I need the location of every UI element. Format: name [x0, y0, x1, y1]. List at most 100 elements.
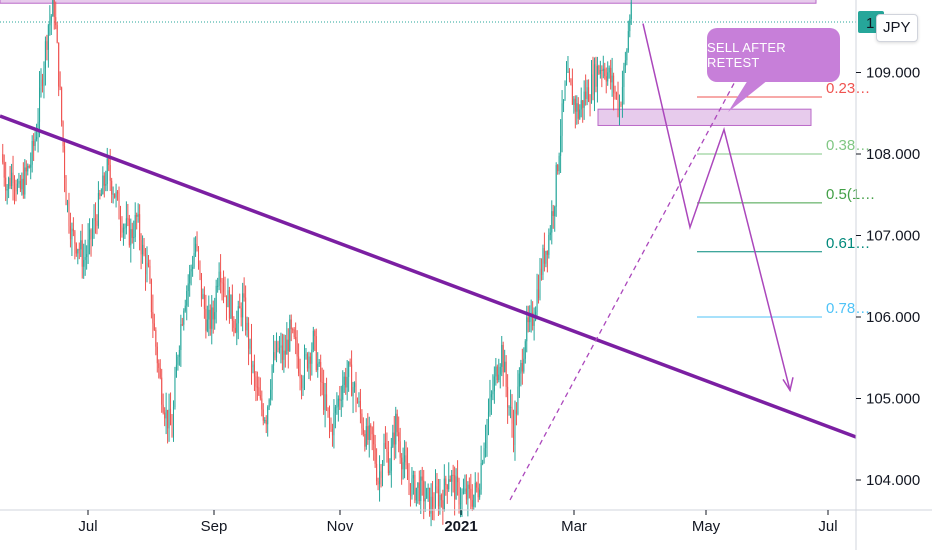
- candle-body: [605, 76, 607, 82]
- candle-body: [36, 137, 38, 140]
- candle-body: [303, 354, 306, 381]
- candle-body: [352, 387, 354, 397]
- time-tick-label: 2021: [444, 518, 477, 535]
- candle-body: [449, 479, 451, 482]
- candle-body: [465, 488, 467, 500]
- candle-body: [258, 387, 260, 396]
- candle-body: [539, 268, 541, 299]
- candle-body: [418, 482, 420, 502]
- candle-body: [356, 402, 358, 404]
- candle-body: [280, 345, 282, 348]
- candle-body: [195, 243, 197, 253]
- candle-body: [227, 290, 229, 308]
- candle-body: [480, 463, 482, 490]
- candle-body: [286, 339, 288, 355]
- candle-body: [215, 285, 217, 313]
- candle-body: [40, 79, 42, 88]
- candle-body: [399, 441, 401, 458]
- candle-body: [156, 346, 158, 364]
- candle-body: [106, 158, 108, 185]
- candle-body: [574, 98, 576, 112]
- candle-body: [21, 178, 23, 190]
- candle-body: [211, 307, 213, 329]
- candle-body: [380, 471, 382, 478]
- sell-callout[interactable]: SELL AFTER RETEST: [707, 28, 840, 82]
- candle-body: [616, 93, 618, 95]
- candle-body: [9, 178, 11, 187]
- fibonacci-levels[interactable]: 0.23… 0.38… 0.5(1… 0.61… 0.78…: [697, 80, 875, 318]
- candle-body: [417, 482, 419, 488]
- candle-body: [379, 471, 381, 485]
- candle-body: [231, 294, 233, 321]
- candle-body: [467, 484, 469, 500]
- candle-body: [90, 229, 92, 240]
- candle-body: [203, 294, 205, 309]
- candle-body: [567, 71, 569, 73]
- candle-body: [170, 408, 172, 426]
- candle-body: [608, 67, 610, 73]
- candle-body: [86, 254, 88, 258]
- candle-body: [165, 409, 167, 419]
- candle-body: [122, 227, 124, 233]
- candle-body: [159, 367, 161, 378]
- candle-body: [114, 193, 116, 198]
- callout-label: SELL AFTER RETEST: [707, 40, 786, 70]
- candle-body: [168, 408, 170, 429]
- candle-body: [514, 410, 516, 445]
- candle-body: [80, 240, 82, 250]
- price-axis[interactable]: 104.000 105.000 106.000 107.000 108.000 109.0…: [855, 0, 920, 550]
- candle-body: [2, 154, 4, 163]
- candle-body: [33, 141, 35, 146]
- candle-body: [577, 103, 579, 119]
- candle-body: [599, 69, 601, 74]
- candle-body: [273, 352, 275, 366]
- candle-body: [461, 492, 463, 504]
- candle-body: [149, 265, 151, 280]
- candle-body: [315, 336, 317, 371]
- candle-body: [34, 139, 36, 146]
- candle-body: [585, 91, 587, 99]
- candle-body: [61, 87, 63, 122]
- candle-body: [358, 401, 360, 403]
- candle-body: [183, 310, 185, 325]
- candle-body: [103, 175, 105, 186]
- candle-body: [124, 227, 126, 229]
- candle-body: [552, 211, 554, 217]
- candle-body: [193, 252, 195, 267]
- price-tick-label: 107.000: [866, 228, 920, 245]
- candle-body: [630, 2, 632, 19]
- candle-body: [336, 406, 338, 408]
- candle-body: [96, 220, 98, 226]
- fib-level-label: 0.5(1…: [826, 186, 875, 203]
- drawings[interactable]: [0, 23, 857, 501]
- candle-body: [136, 214, 138, 217]
- symbol-badge[interactable]: JPY: [876, 14, 918, 42]
- candle-body: [540, 268, 542, 275]
- candle-body: [74, 231, 76, 244]
- time-tick-label: Jul: [78, 518, 97, 535]
- candle-body: [610, 67, 612, 83]
- candle-body: [209, 309, 211, 329]
- time-tick-label: Nov: [327, 518, 354, 535]
- candle-body: [354, 383, 356, 388]
- candle-body: [162, 404, 164, 413]
- candle-body: [150, 279, 152, 313]
- candle-body: [593, 64, 595, 95]
- candle-body: [434, 486, 437, 508]
- candle-body: [28, 165, 30, 168]
- time-axis[interactable]: Jul Sep Nov 2021 Mar May Jul: [0, 509, 932, 535]
- candle-body: [374, 444, 376, 464]
- candle-body: [102, 175, 104, 194]
- candle-body: [314, 330, 316, 337]
- candle-body: [196, 243, 198, 248]
- candle-body: [181, 324, 183, 326]
- candle-body: [570, 79, 572, 85]
- candle-body: [346, 376, 348, 388]
- candle-body: [496, 366, 498, 381]
- candle-body: [197, 247, 200, 262]
- candle-body: [568, 71, 570, 80]
- candle-body: [483, 448, 485, 463]
- candle-body: [240, 308, 242, 318]
